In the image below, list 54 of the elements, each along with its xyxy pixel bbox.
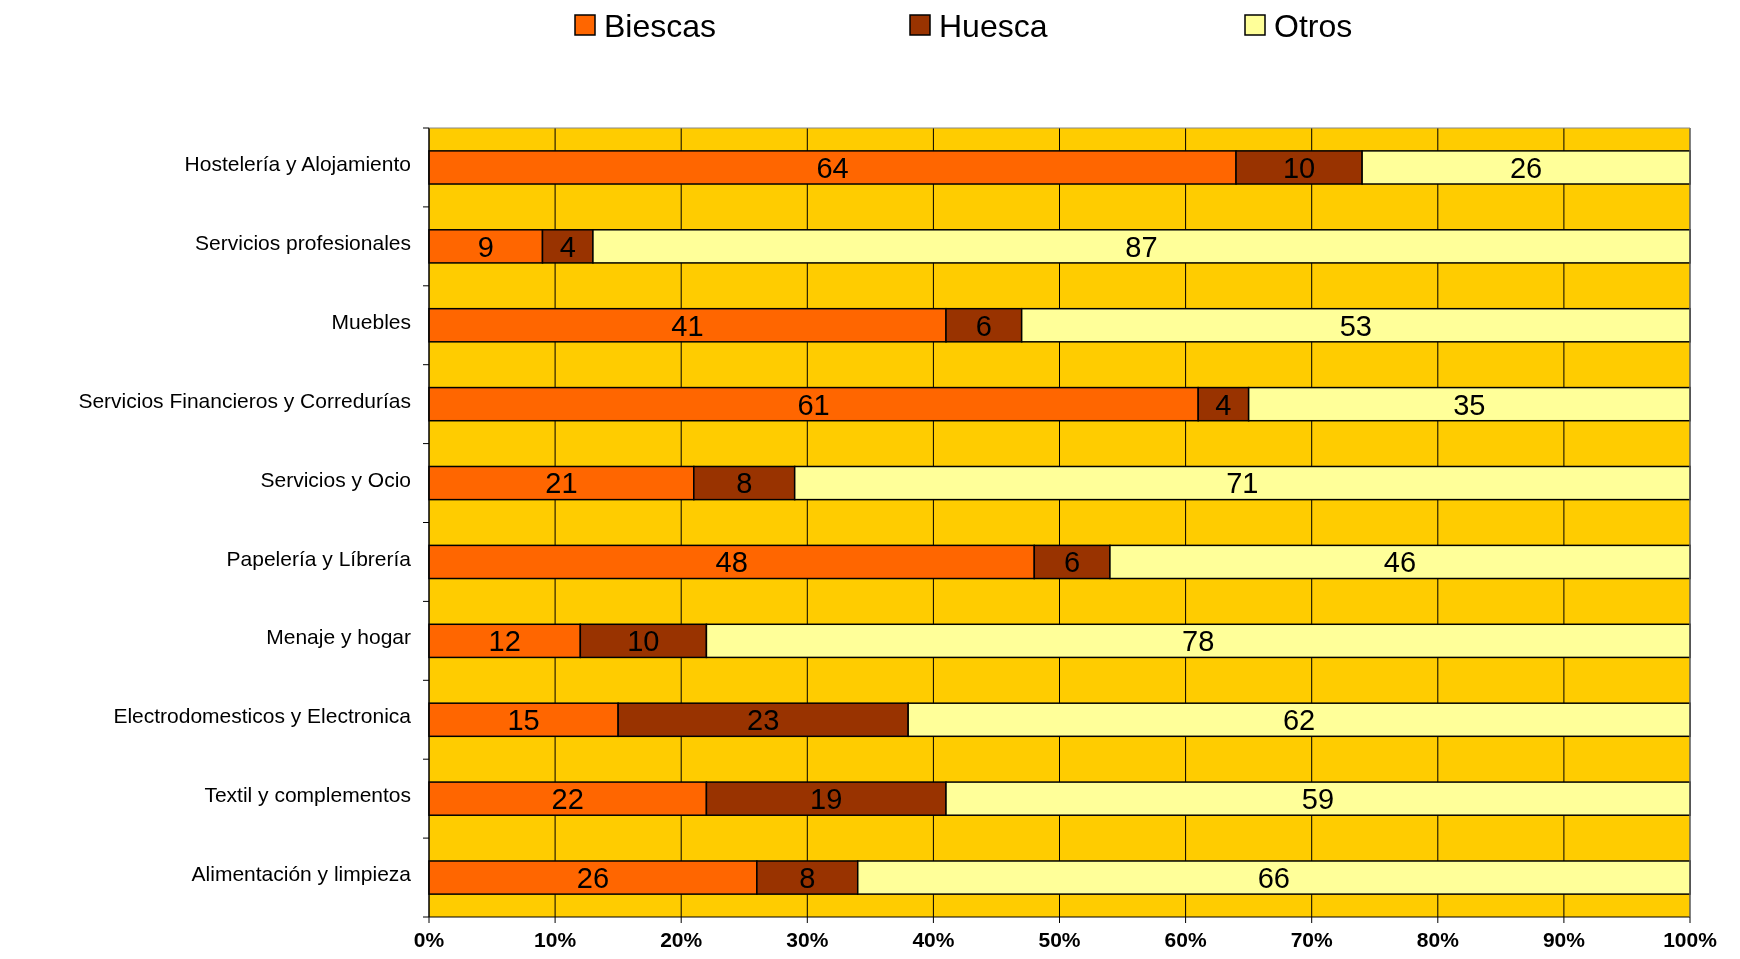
data-label: 53 [1339,309,1372,342]
x-tick-label: 20% [660,928,703,951]
data-label: 59 [1301,783,1335,816]
x-tick-label: 90% [1542,928,1586,951]
data-label: 19 [810,783,843,816]
y-tick-label: Menaje y hogar [266,625,411,649]
data-label: 41 [671,309,704,342]
y-tick-label: Textil y complementos [204,783,411,807]
y-tick-label: Electrodomesticos y Electronica [113,704,412,728]
x-tick-label: 60% [1164,928,1207,951]
data-label: 15 [507,704,540,737]
y-tick-label: Servicios Financieros y Corredurías [78,388,411,412]
data-label: 71 [1226,467,1259,500]
y-tick-label: Alimentación y limpieza [191,862,412,886]
data-label: 35 [1453,388,1486,421]
data-label: 48 [715,546,748,579]
x-tick-label: 30% [786,928,829,951]
x-tick-label: 70% [1290,928,1334,951]
data-label: 10 [627,625,660,658]
legend-label: Huesca [939,7,1048,44]
data-label: 64 [816,151,849,184]
x-tick-label: 50% [1038,928,1081,951]
data-label: 26 [1509,151,1543,184]
y-tick-label: Muebles [331,309,411,333]
data-label: 10 [1282,151,1316,184]
data-label: 26 [576,861,610,894]
data-label: 12 [488,625,521,658]
y-tick-label: Servicios profesionales [195,230,411,254]
x-tick-label: 100% [1663,928,1718,951]
data-label: 8 [799,861,816,894]
data-label: 4 [559,230,576,263]
data-label: 6 [1064,546,1081,579]
x-tick-label: 10% [534,928,577,951]
y-tick-label: Hostelería y Alojamiento [184,152,411,176]
y-tick-label: Papelería y Líbrería [226,546,412,570]
x-tick-label: 0% [413,928,445,951]
data-label: 6 [975,309,992,342]
data-label: 78 [1182,625,1215,658]
x-tick-label: 80% [1416,928,1460,951]
data-label: 4 [1215,388,1232,421]
data-label: 22 [551,783,584,816]
data-label: 61 [797,388,830,421]
data-label: 9 [477,230,494,263]
data-label: 8 [736,467,753,500]
x-tick-label: 40% [912,928,955,951]
data-label: 87 [1125,230,1158,263]
data-label: 21 [545,467,578,500]
data-label: 62 [1282,704,1316,737]
y-tick-label: Servicios y Ocio [260,467,411,491]
data-label: 46 [1383,546,1417,579]
data-label: 66 [1257,861,1290,894]
legend-label: Otros [1274,7,1353,44]
legend-label: Biescas [604,7,717,44]
data-label: 23 [747,704,780,737]
